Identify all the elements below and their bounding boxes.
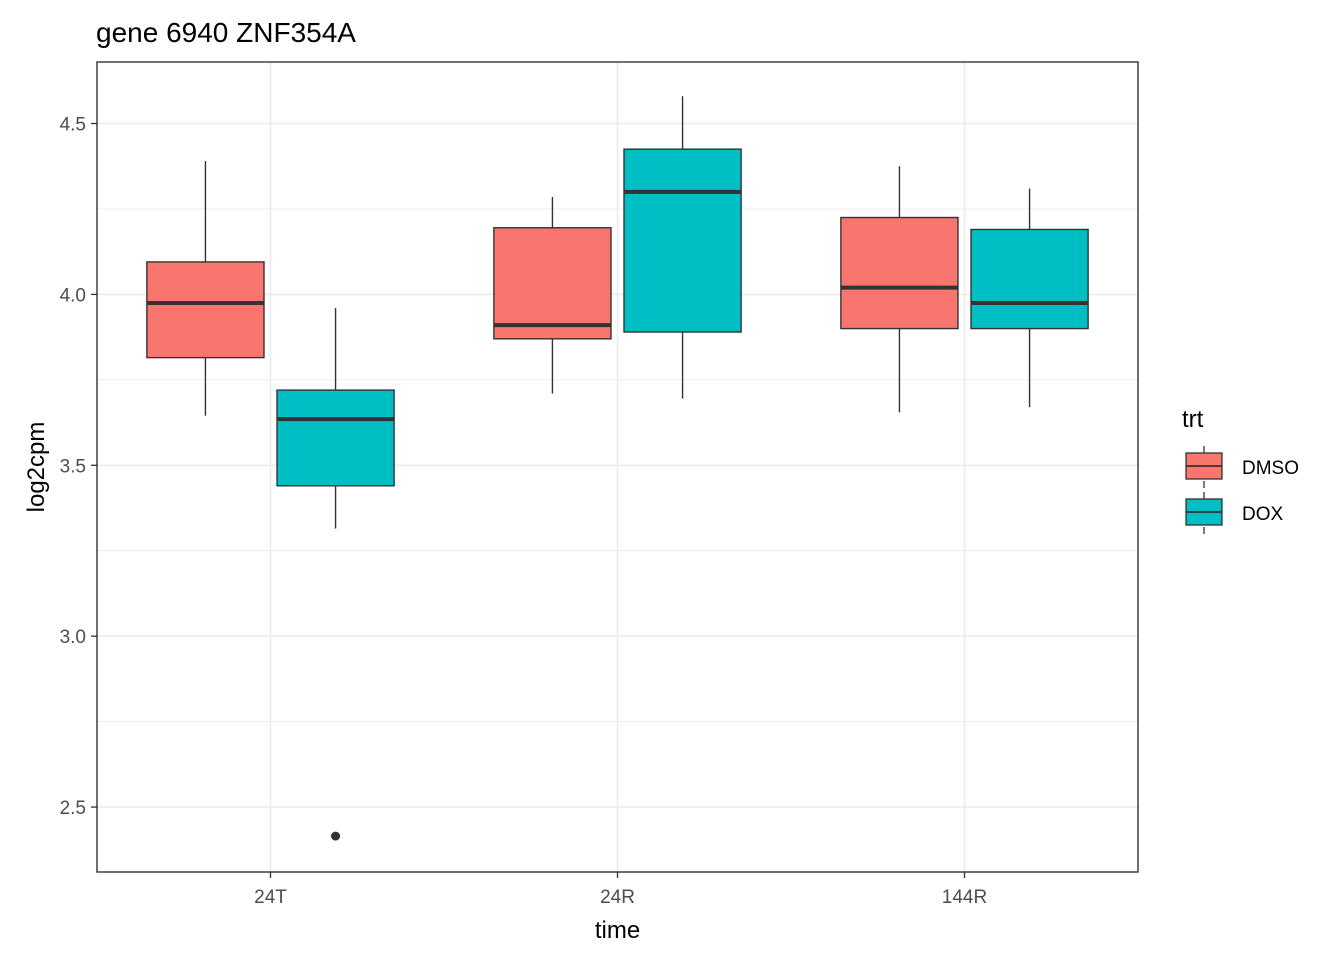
axes: 2.5 3.0 3.5 4.0 4.5 24T 24R 144R (60, 115, 988, 908)
chart-title: gene 6940 ZNF354A (96, 17, 356, 48)
box-iqr (970, 228, 1089, 330)
x-axis-title: time (595, 917, 640, 944)
box-dmso-24t (146, 161, 265, 416)
legend-label: DOX (1242, 504, 1284, 525)
x-tick-label: 24T (254, 887, 287, 908)
box-iqr (276, 389, 395, 487)
y-tick-label: 3.0 (60, 627, 86, 648)
box-dmso-24r (493, 197, 612, 394)
x-tick-label: 144R (942, 887, 987, 908)
box-dox-144r (970, 188, 1089, 408)
y-tick-label: 2.5 (60, 798, 86, 819)
boxes (146, 96, 1089, 841)
y-axis-title: log2cpm (23, 422, 50, 513)
box-iqr (840, 216, 959, 330)
box-dox-24r (623, 96, 742, 399)
y-tick-label: 3.5 (60, 456, 86, 477)
y-tick-label: 4.0 (60, 285, 86, 306)
x-tick-label: 24R (600, 887, 635, 908)
legend-entry-dmso: DMSO (1185, 446, 1299, 488)
box-iqr (146, 261, 265, 359)
legend-label: DMSO (1242, 458, 1299, 479)
y-tick-label: 4.5 (60, 115, 86, 136)
legend-title: trt (1182, 406, 1204, 433)
box-iqr (623, 148, 742, 333)
grid (97, 62, 1138, 872)
box-dmso-144r (840, 166, 959, 413)
box-dox-24t (276, 308, 395, 841)
outlier-point (331, 831, 341, 841)
legend: trt DMSO DOX (1182, 406, 1299, 534)
legend-entry-dox: DOX (1185, 492, 1284, 534)
box-iqr (493, 227, 612, 340)
